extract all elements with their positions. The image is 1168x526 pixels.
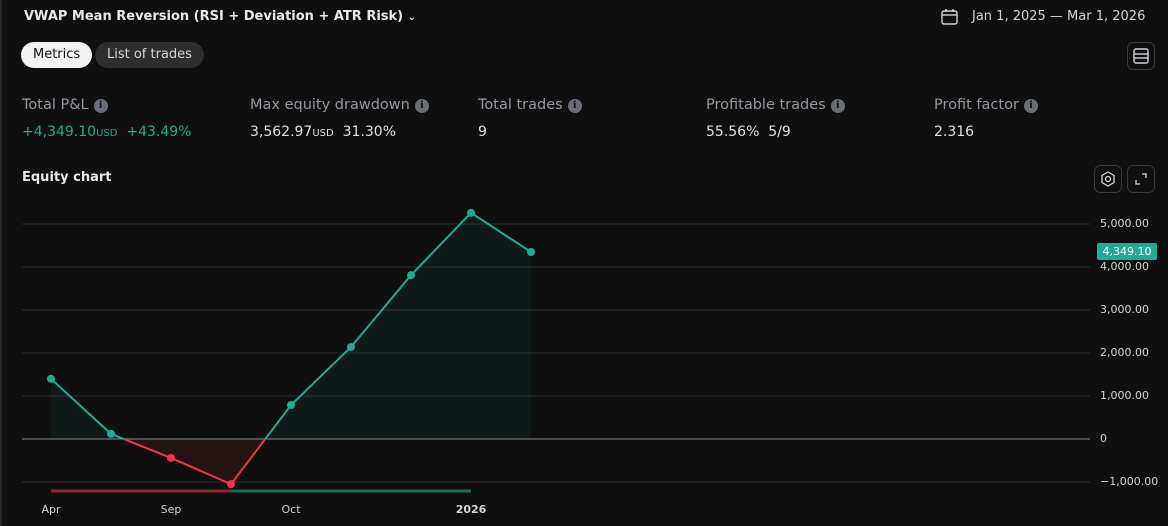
area-positive <box>51 212 531 439</box>
point <box>407 271 415 280</box>
y-tick-label: 0 <box>1100 432 1107 445</box>
y-tick-label: 2,000.00 <box>1100 346 1149 359</box>
point <box>47 374 55 383</box>
value: 55.56% <box>706 124 760 140</box>
ratio: 5/9 <box>768 124 791 140</box>
metric-value: 2.316 <box>934 124 975 140</box>
metric-label: Total P&L i <box>22 97 108 113</box>
last-value-label: 4,349.10 <box>1103 245 1152 258</box>
metric-label-text: Total P&L <box>22 97 89 113</box>
metric-value: 55.56% 5/9 <box>706 124 791 140</box>
point <box>527 247 535 256</box>
calendar-icon[interactable] <box>940 7 960 27</box>
title-text: VWAP Mean Reversion (RSI + Deviation + A… <box>24 9 404 24</box>
equity-line-negative <box>121 439 267 486</box>
metric-label: Profit factor i <box>934 97 1038 113</box>
y-tick-label: 3,000.00 <box>1100 303 1149 316</box>
value: +4,349.10 <box>22 124 97 140</box>
metric-label-text: Profitable trades <box>706 97 826 113</box>
unit: USD <box>312 128 334 139</box>
metric-value: +4,349.10USD +43.49% <box>22 124 191 140</box>
x-tick-label: 2026 <box>456 503 487 516</box>
expand-button[interactable] <box>1127 165 1155 193</box>
metric-value: 9 <box>478 124 487 140</box>
metric-label: Max equity drawdown i <box>250 97 429 113</box>
y-tick-label: 4,000.00 <box>1100 260 1149 273</box>
metric-value: 3,562.97USD 31.30% <box>250 124 396 140</box>
metric-label-text: Profit factor <box>934 97 1019 113</box>
percent: +43.49% <box>126 124 192 140</box>
point <box>107 429 115 438</box>
area-negative <box>51 439 531 485</box>
point <box>467 208 475 217</box>
date-range[interactable]: Jan 1, 2025 — Mar 1, 2026 <box>972 9 1146 24</box>
point <box>167 453 175 462</box>
metric-label: Total trades i <box>478 97 582 113</box>
x-tick-label: Apr <box>41 503 61 516</box>
point <box>227 480 235 489</box>
unit: USD <box>96 128 118 139</box>
x-tick-label: Oct <box>281 503 301 516</box>
settings-button[interactable] <box>1094 165 1122 193</box>
y-tick-label: 1,000.00 <box>1100 389 1149 402</box>
metric-label: Profitable trades i <box>706 97 845 113</box>
menu-button[interactable] <box>1127 42 1155 70</box>
point <box>347 342 355 351</box>
x-tick-label: Sep <box>161 503 182 516</box>
point <box>287 401 295 410</box>
metric-label-text: Total trades <box>478 97 563 113</box>
tab[interactable]: List of trades <box>95 42 204 68</box>
y-tick-label: −1,000.00 <box>1100 475 1158 488</box>
metric-label-text: Max equity drawdown <box>250 97 410 113</box>
last-value-badge <box>1097 242 1157 260</box>
strategy-title[interactable]: VWAP Mean Reversion (RSI + Deviation + A… <box>24 9 417 24</box>
y-tick-label: 5,000.00 <box>1100 217 1149 230</box>
tab[interactable]: Metrics <box>21 42 93 68</box>
chart-title: Equity chart <box>22 170 112 185</box>
percent: 31.30% <box>342 124 397 140</box>
value: 3,562.97 <box>250 124 313 140</box>
